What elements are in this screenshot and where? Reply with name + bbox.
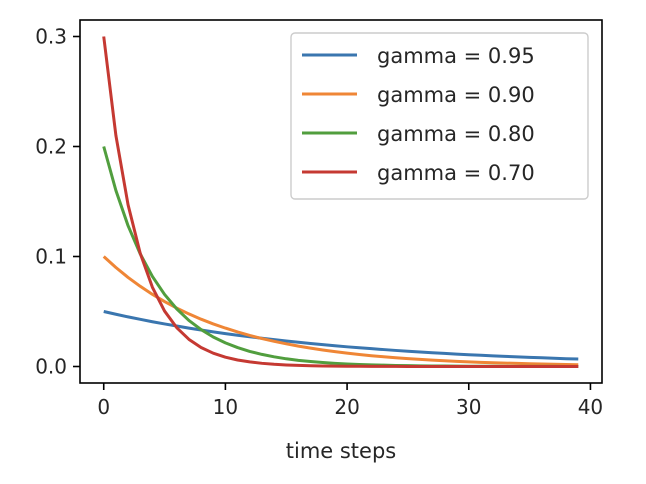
legend-label-3: gamma = 0.70 <box>377 161 535 185</box>
x-tick-label: 10 <box>213 395 238 419</box>
axes-frame <box>79 19 603 384</box>
plot-area <box>102 36 579 368</box>
legend-box <box>290 32 589 200</box>
x-tick-label: 0 <box>97 395 110 419</box>
x-tick-label: 40 <box>578 395 603 419</box>
x-axis-label: time steps <box>286 439 397 463</box>
x-axis: 0 10 20 30 40 <box>97 383 603 419</box>
y-tick-label: 0.0 <box>35 355 67 379</box>
y-tick-label: 0.2 <box>35 135 67 159</box>
y-axis: 0.0 0.1 0.2 0.3 <box>35 25 80 379</box>
series-line-1 <box>102 255 579 367</box>
legend: gamma = 0.95 gamma = 0.90 gamma = 0.80 gamm… <box>290 32 589 200</box>
y-tick-label: 0.1 <box>35 245 67 269</box>
series-line-3 <box>102 36 579 368</box>
x-tick-label: 20 <box>334 395 359 419</box>
legend-label-2: gamma = 0.80 <box>377 122 535 146</box>
y-tick-label: 0.3 <box>35 25 67 49</box>
series-line-0 <box>103 310 579 361</box>
x-tick-label: 30 <box>456 395 481 419</box>
legend-label-0: gamma = 0.95 <box>377 44 535 68</box>
legend-label-1: gamma = 0.90 <box>377 83 535 107</box>
